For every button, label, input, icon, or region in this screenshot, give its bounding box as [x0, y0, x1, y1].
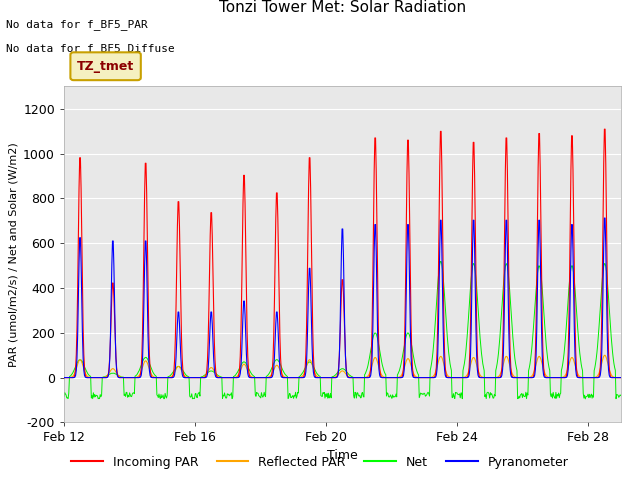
X-axis label: Time: Time	[327, 449, 358, 462]
Y-axis label: PAR (umol/m2/s) / Net and Solar (W/m2): PAR (umol/m2/s) / Net and Solar (W/m2)	[9, 142, 19, 367]
Text: TZ_tmet: TZ_tmet	[77, 60, 134, 73]
Text: No data for f_BF5_PAR: No data for f_BF5_PAR	[6, 19, 148, 30]
Title: Tonzi Tower Met: Solar Radiation: Tonzi Tower Met: Solar Radiation	[219, 0, 466, 15]
Text: No data for f_BF5_Diffuse: No data for f_BF5_Diffuse	[6, 43, 175, 54]
Legend: Incoming PAR, Reflected PAR, Net, Pyranometer: Incoming PAR, Reflected PAR, Net, Pyrano…	[67, 451, 573, 474]
